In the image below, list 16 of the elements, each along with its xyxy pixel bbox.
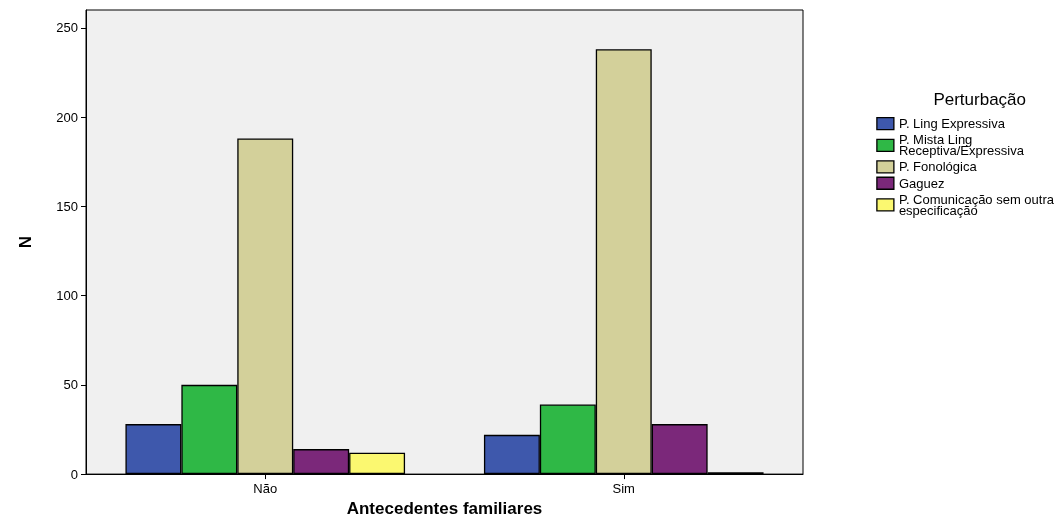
- y-tick-label: 150: [56, 198, 78, 214]
- legend-title: Perturbação: [933, 90, 1027, 109]
- legend-label: Gaguez: [898, 175, 945, 191]
- x-axis-title: Antecedentes familiares: [346, 499, 543, 518]
- y-tick-label: 200: [56, 109, 78, 125]
- legend-label: P. Fonológica: [898, 159, 978, 175]
- legend-label: P. Mista Ling Receptiva/Expressiva: [898, 132, 1025, 159]
- x-tick-label: Não: [253, 481, 278, 497]
- x-tick-label: Sim: [612, 481, 635, 497]
- legend-label: P. Comunicação sem outra especificação: [898, 191, 1055, 218]
- y-tick-label: 250: [56, 20, 78, 36]
- legend-label: P. Ling Expressiva: [898, 116, 1006, 132]
- y-tick-label: 100: [56, 288, 78, 304]
- y-tick-label: 50: [63, 377, 78, 393]
- y-tick-label: 0: [70, 466, 78, 482]
- y-axis-title: N: [16, 235, 35, 249]
